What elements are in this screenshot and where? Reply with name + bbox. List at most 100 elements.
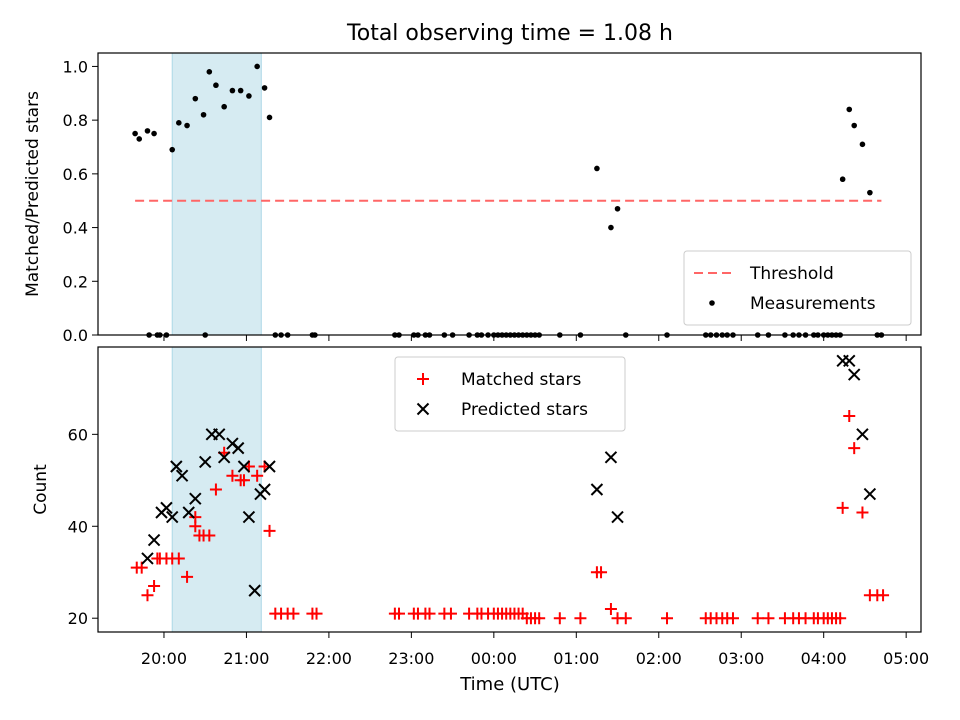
data-point bbox=[151, 130, 157, 137]
legend-swatch bbox=[416, 402, 430, 416]
data-point bbox=[147, 533, 161, 547]
data-point bbox=[726, 612, 739, 625]
plot-frame bbox=[97, 346, 922, 633]
data-point bbox=[213, 82, 219, 89]
series-x bbox=[141, 354, 877, 597]
data-point bbox=[533, 612, 546, 625]
x-tick-label: 03:00 bbox=[718, 649, 764, 668]
y-tick-label: 1.0 bbox=[63, 57, 88, 76]
data-point bbox=[237, 460, 251, 473]
data-point bbox=[251, 469, 264, 482]
data-point bbox=[237, 474, 250, 487]
data-point bbox=[604, 603, 617, 616]
data-point bbox=[258, 483, 271, 496]
data-point bbox=[661, 612, 674, 625]
y-tick-label: 0.4 bbox=[63, 219, 88, 238]
y-tick-label: 20 bbox=[68, 609, 88, 628]
legend-label: Predicted stars bbox=[461, 400, 588, 420]
data-point bbox=[611, 510, 624, 524]
data-point bbox=[170, 460, 183, 473]
y-tick-label: 60 bbox=[68, 425, 88, 444]
data-point bbox=[246, 93, 252, 99]
data-point bbox=[136, 136, 143, 142]
data-point bbox=[263, 524, 276, 537]
legend-box bbox=[394, 356, 626, 432]
data-point bbox=[604, 451, 618, 464]
data-point bbox=[608, 224, 614, 231]
data-point bbox=[310, 607, 323, 620]
data-point bbox=[590, 483, 604, 496]
data-point bbox=[151, 552, 164, 565]
x-tick-label: 00:00 bbox=[471, 649, 517, 668]
count-panel: 20 40 60 Count Matched stars Predicted stars bbox=[31, 346, 922, 638]
data-point bbox=[614, 205, 621, 212]
x-tick-label: 22:00 bbox=[306, 649, 352, 668]
legend-label: Threshold bbox=[749, 264, 834, 284]
data-point bbox=[242, 510, 256, 524]
data-point bbox=[226, 469, 239, 482]
data-point bbox=[863, 487, 877, 501]
data-point bbox=[193, 529, 206, 542]
data-point bbox=[237, 87, 244, 94]
data-point bbox=[209, 483, 222, 496]
data-point bbox=[392, 607, 405, 620]
y-tick-label: 0.6 bbox=[63, 165, 88, 184]
x-axis: 20:00 21:00 22:00 23:00 00:00 01:00 02:00 03:00… bbox=[141, 649, 929, 668]
data-point bbox=[266, 114, 273, 121]
data-point bbox=[846, 106, 853, 113]
data-point bbox=[132, 130, 138, 137]
legend-label: Matched stars bbox=[461, 370, 581, 390]
x-tick-label: 01:00 bbox=[553, 649, 599, 668]
y-tick-label: 0.2 bbox=[63, 272, 88, 291]
x-tick-label: 05:00 bbox=[883, 649, 929, 668]
x-tick-label: 04:00 bbox=[801, 649, 847, 668]
data-point bbox=[248, 584, 261, 597]
data-point bbox=[261, 85, 268, 91]
data-point bbox=[834, 612, 847, 625]
legend-swatch bbox=[709, 300, 715, 306]
data-point bbox=[595, 566, 608, 579]
data-point bbox=[169, 146, 176, 153]
data-point bbox=[200, 111, 207, 118]
y-tick-label: 0.0 bbox=[63, 326, 88, 345]
data-point bbox=[175, 469, 189, 482]
x-tick-label: 23:00 bbox=[388, 649, 434, 668]
data-point bbox=[213, 428, 226, 441]
data-point bbox=[160, 501, 173, 515]
data-point bbox=[859, 141, 866, 148]
plot-frame bbox=[97, 52, 922, 336]
y-tick-label: 40 bbox=[68, 517, 88, 536]
x-tick-label: 21:00 bbox=[223, 649, 269, 668]
data-point bbox=[189, 492, 202, 505]
x-tick-label: 20:00 bbox=[141, 649, 187, 668]
data-point bbox=[254, 63, 260, 70]
legend-swatch bbox=[417, 373, 429, 385]
data-point bbox=[836, 501, 849, 514]
legend-label: Measurements bbox=[750, 294, 876, 314]
data-point bbox=[851, 122, 858, 129]
data-point bbox=[148, 580, 161, 593]
data-point bbox=[229, 87, 236, 94]
data-point bbox=[856, 506, 869, 519]
data-point bbox=[141, 552, 154, 565]
ratio-panel: 0.0 0.2 0.4 0.6 0.8 1.0 Matched/Predicted star… bbox=[23, 52, 922, 345]
data-point bbox=[166, 510, 179, 524]
data-point bbox=[176, 120, 182, 126]
legend: Matched stars Predicted stars bbox=[394, 356, 626, 432]
shaded-interval bbox=[171, 52, 262, 336]
data-point bbox=[206, 69, 213, 75]
data-point bbox=[189, 520, 202, 533]
data-point bbox=[762, 612, 775, 625]
data-point bbox=[877, 589, 890, 602]
data-point bbox=[863, 589, 876, 602]
data-point bbox=[848, 442, 861, 455]
data-point bbox=[574, 612, 587, 625]
data-point bbox=[263, 460, 276, 473]
x-axis-label: Time (UTC) bbox=[459, 674, 560, 695]
data-point bbox=[182, 506, 195, 519]
y-tick-label: 0.8 bbox=[63, 111, 88, 130]
data-point bbox=[611, 612, 624, 625]
data-point bbox=[847, 368, 861, 381]
data-point bbox=[172, 552, 185, 565]
data-point bbox=[217, 451, 231, 464]
